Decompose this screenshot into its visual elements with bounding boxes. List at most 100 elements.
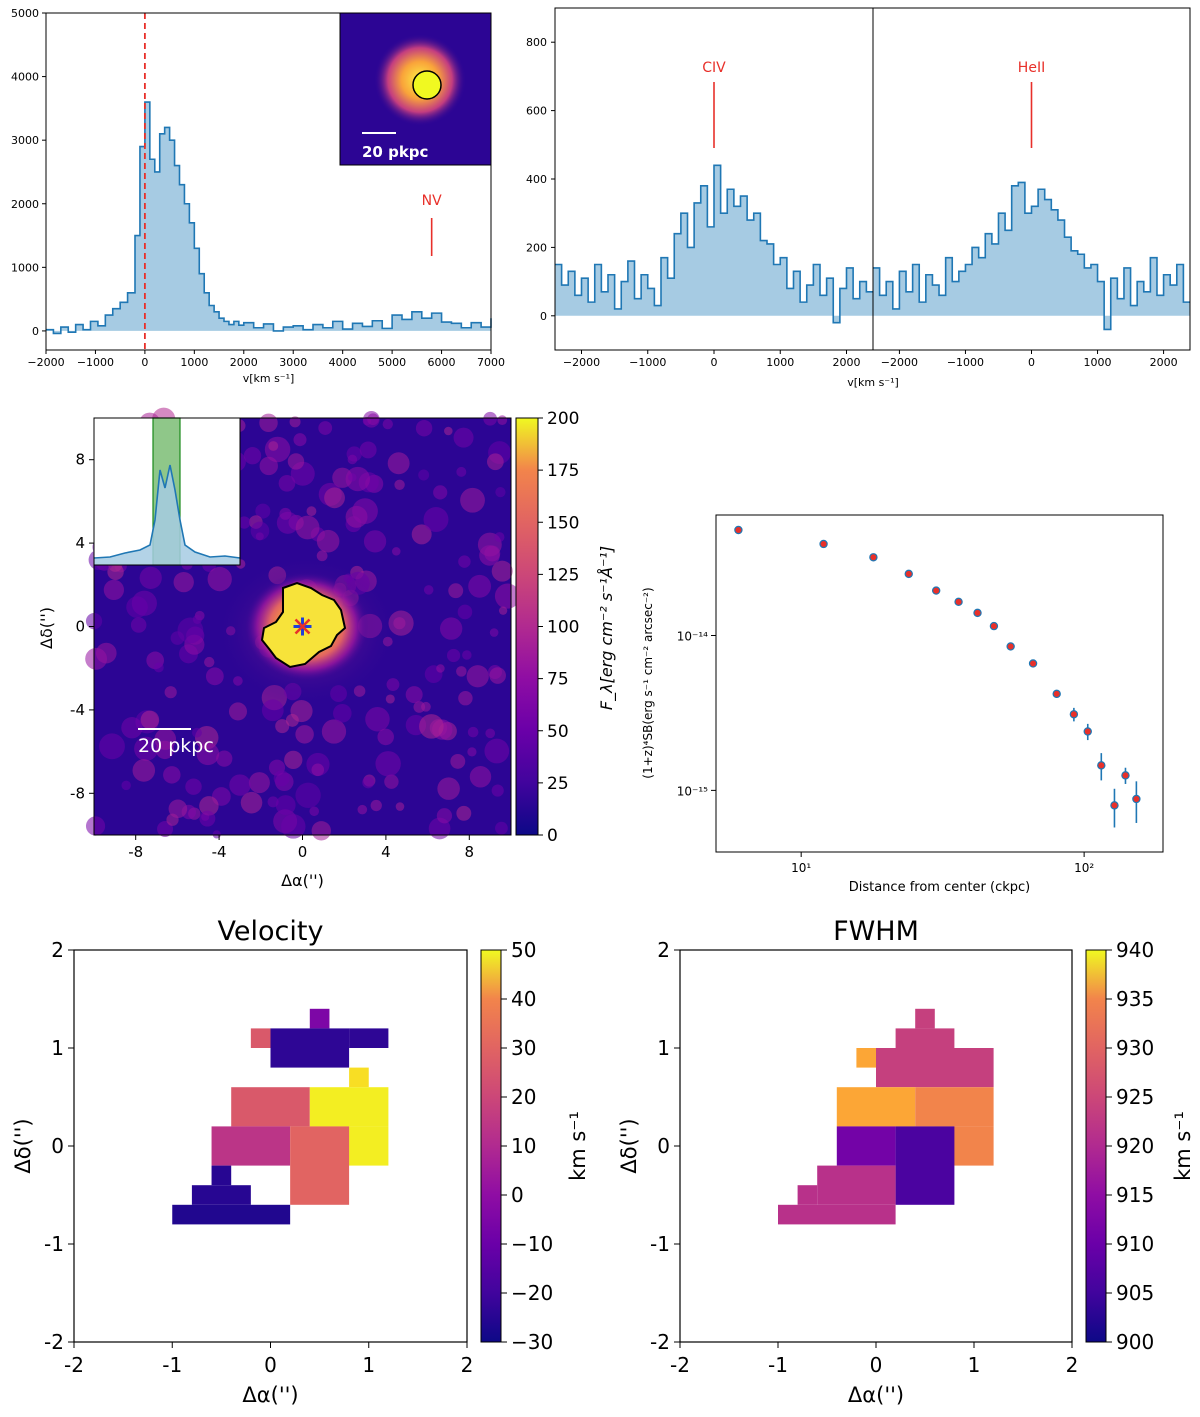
inset-scale-label: 20 pkpc	[362, 143, 428, 161]
noise-blob	[485, 728, 496, 739]
map-pixel	[270, 1028, 350, 1068]
plot-frame	[45, 12, 492, 351]
x-tick-label: -8	[128, 843, 143, 861]
map-pixel	[778, 1204, 896, 1225]
noise-blob	[207, 566, 232, 592]
noise-blob	[365, 706, 390, 732]
noise-blob	[382, 418, 393, 430]
x-tick-label: 4000	[329, 356, 357, 369]
civ-heii-panel: CIV −2000 −1000 0 1000 2000 0 200 400 600 800 HeII −…	[526, 7, 1191, 389]
y-tick-label: 2000	[11, 198, 39, 211]
noise-blob	[392, 547, 401, 556]
noise-blob	[394, 479, 405, 491]
sb-data-point	[1069, 710, 1079, 719]
noise-blob	[468, 574, 492, 598]
x-axis-label: v[km s⁻¹]	[243, 372, 295, 385]
map-pixel	[915, 1087, 994, 1127]
sb-data-point	[954, 597, 963, 607]
noise-blob	[357, 804, 368, 815]
y-tick-label: 0	[540, 310, 547, 323]
colorbar-tick-label: 125	[547, 565, 579, 585]
sb-data-point	[1006, 642, 1015, 651]
y-tick-label: 10⁻¹⁴	[677, 630, 708, 644]
y-tick-label: 5000	[11, 7, 39, 20]
noise-blob	[121, 717, 143, 739]
y-tick-label: 4	[75, 534, 85, 552]
noise-blob	[448, 583, 464, 599]
noise-blob	[456, 805, 472, 821]
noise-blob	[154, 728, 177, 750]
y-tick-label: 1000	[11, 261, 39, 274]
noise-blob	[497, 415, 508, 426]
colorbar-tick-label: 175	[547, 461, 579, 481]
noise-blob	[347, 454, 358, 465]
y-tick-label: 200	[526, 241, 547, 254]
y-axis-label: (1+z)⁴SB(erg s⁻¹ cm⁻² arcsec⁻²)	[641, 587, 655, 778]
colorbar	[515, 417, 539, 836]
noise-blob	[268, 441, 279, 451]
map-pixel	[309, 1087, 389, 1127]
x-tick-label: -1	[768, 1353, 788, 1377]
inset-spectrum-fill	[94, 465, 240, 565]
noise-blob	[359, 441, 377, 459]
noise-blob	[275, 795, 296, 816]
noise-blob	[437, 777, 460, 800]
noise-blob	[363, 530, 387, 553]
x-tick-label: 0	[141, 356, 148, 369]
noise-blob	[228, 702, 248, 721]
colorbar-tick-label: 20	[511, 1085, 536, 1109]
colorbar-tick-label: 30	[511, 1036, 536, 1060]
noise-blob	[295, 515, 320, 540]
colorbar-tick-label: 100	[547, 618, 579, 638]
y-tick-label: 2	[657, 938, 670, 962]
noise-blob	[484, 738, 510, 764]
colorbar-tick-label: −20	[511, 1281, 553, 1305]
noise-blob	[273, 770, 290, 787]
noise-blob	[415, 420, 433, 437]
lya-inset-image: 20 pkpc	[339, 12, 492, 166]
noise-blob	[395, 802, 405, 811]
noise-blob	[387, 452, 410, 475]
noise-blob	[362, 776, 375, 789]
noise-blob	[212, 830, 221, 839]
map-pixel	[211, 1126, 291, 1166]
inset-aperture-circle	[412, 70, 442, 100]
noise-blob	[289, 416, 301, 428]
colorbar-label: km s⁻¹	[566, 1111, 590, 1181]
noise-blob	[486, 453, 504, 471]
x-axis-label: Δα('')	[242, 1383, 298, 1407]
y-tick-label: 0	[51, 1134, 64, 1158]
x-tick-label: −1000	[77, 356, 114, 369]
noise-blob	[278, 474, 296, 492]
noise-blob	[157, 820, 174, 838]
colorbar-tick-label: 50	[547, 722, 569, 742]
colorbar-tick-label: 900	[1116, 1330, 1154, 1354]
noise-blob	[204, 656, 215, 668]
noise-blob	[255, 503, 271, 519]
y-tick-label: -8	[70, 784, 85, 802]
y-tick-label: 2	[51, 938, 64, 962]
noise-blob	[436, 808, 453, 824]
noise-blob	[469, 766, 492, 788]
sb-data-point	[931, 586, 941, 595]
noise-blob	[318, 421, 333, 435]
sb-data-point	[1028, 659, 1038, 668]
x-tick-label: 2	[461, 1353, 474, 1377]
noise-blob	[456, 466, 467, 477]
colorbar-tick-label: 930	[1116, 1036, 1154, 1060]
x-tick-label: 0	[298, 843, 308, 861]
x-tick-label: 2000	[230, 356, 258, 369]
noise-blob	[421, 701, 431, 712]
noise-blob	[345, 466, 370, 492]
lya-spectrum-fill	[46, 102, 491, 334]
noise-blob	[375, 751, 401, 777]
map-title: Velocity	[218, 916, 324, 947]
noise-blob	[85, 816, 106, 836]
sb-data-point	[989, 621, 999, 631]
noise-blob	[281, 814, 306, 839]
noise-blob	[279, 507, 292, 520]
y-tick-label: 4000	[11, 71, 39, 84]
colorbar-tick-label: 905	[1116, 1281, 1154, 1305]
map-pixel	[231, 1087, 310, 1127]
